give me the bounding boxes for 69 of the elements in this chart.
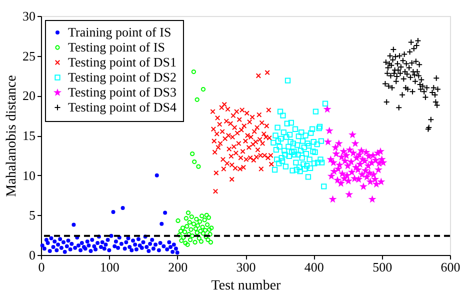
y-axis-title: Mahalanobis distance (4, 75, 20, 197)
point (176, 218, 180, 224)
point (208, 232, 212, 237)
point (208, 240, 214, 245)
x-tick-label: 200 (168, 260, 188, 274)
x-tick-label: 600 (440, 260, 460, 274)
point (200, 224, 205, 230)
y-tick-label: 0 (29, 248, 36, 262)
y-tick-label: 15 (22, 128, 36, 143)
point (198, 228, 203, 234)
y-tick-label: 30 (22, 8, 36, 24)
point (183, 240, 188, 246)
point (186, 210, 191, 216)
point (181, 235, 186, 240)
point (193, 226, 198, 232)
x-tick-label: 400 (304, 260, 324, 274)
point (202, 228, 208, 233)
point (194, 216, 199, 222)
x-tick-label: 300 (236, 260, 256, 274)
point (194, 97, 200, 102)
point (204, 234, 208, 239)
y-tick-label: 20 (22, 88, 36, 104)
legend-label: Testing point of IS (68, 40, 165, 54)
point (204, 212, 209, 218)
point (190, 152, 195, 156)
y-tick-label: 10 (22, 168, 36, 183)
legend-label: Training point of IS (68, 24, 172, 40)
point (179, 238, 184, 243)
x-tick-label: 500 (372, 260, 392, 274)
point (200, 231, 206, 236)
point (200, 86, 206, 92)
y-tick-label: 25 (22, 48, 36, 64)
point (194, 230, 200, 236)
point (185, 242, 190, 247)
point (188, 238, 193, 242)
y-tick-label: 5 (29, 208, 36, 223)
point (195, 223, 200, 228)
point (184, 224, 190, 229)
point (206, 215, 212, 220)
point (192, 159, 197, 164)
point (189, 214, 194, 220)
point (178, 228, 184, 234)
point (198, 239, 204, 244)
point (202, 218, 207, 222)
point (198, 219, 202, 224)
point (177, 232, 182, 238)
point (186, 232, 192, 237)
point (206, 238, 210, 242)
point (190, 234, 195, 238)
point (188, 227, 194, 232)
legend-label: Testing point of DS4 (68, 100, 178, 114)
point (191, 69, 196, 74)
point (196, 164, 201, 169)
point (180, 226, 186, 230)
point (209, 226, 214, 230)
point (207, 227, 212, 232)
point (205, 222, 210, 228)
point (182, 230, 188, 234)
legend-label: Testing point of DS2 (68, 70, 177, 84)
legend-label: Testing point of DS1 (68, 54, 177, 70)
point (187, 220, 192, 225)
point (196, 236, 202, 241)
point (191, 222, 196, 226)
x-axis-title: Test number (211, 278, 282, 294)
legend-label: Testing point of DS3 (68, 84, 177, 100)
point (200, 214, 204, 218)
point (184, 216, 189, 221)
x-tick-label: 100 (100, 260, 120, 274)
point (192, 240, 198, 245)
